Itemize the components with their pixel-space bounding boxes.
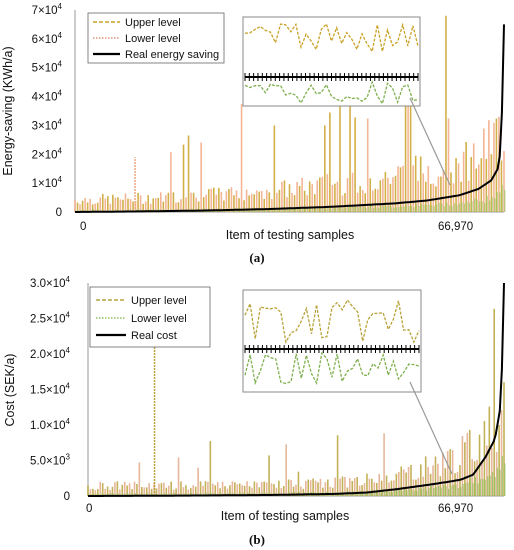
y-tick-label: 1.0×104 [30, 417, 71, 432]
legend-label-lower: Lower level [125, 33, 181, 45]
chart-panel-a: 0 1×104 2×104 3×104 4×104 5×104 6×104 7×104 0 6… [1, 2, 506, 265]
y-tick-label: 3×104 [32, 117, 63, 132]
y-tick-label: 6×104 [32, 31, 63, 46]
y-tick-label: 0 [64, 491, 70, 503]
x-tick-label-end: 66,970 [438, 503, 473, 515]
legend-box [89, 286, 211, 348]
y-tick-label: 5.0×103 [30, 453, 71, 468]
y-tick-label: 3.0×104 [30, 275, 71, 290]
legend-label-real: Real cost [131, 330, 177, 342]
legend-label-upper: Upper level [125, 17, 181, 29]
legend-label-lower: Lower level [131, 313, 187, 325]
inset-upper-line [244, 22, 419, 54]
y-tick-label: 1×104 [32, 175, 63, 190]
inset-real-markers [244, 73, 419, 81]
y-tick-label: 2.0×104 [30, 346, 71, 361]
y-tick-label: 4×104 [32, 89, 63, 104]
zoom-pointer [409, 381, 453, 475]
legend-label-upper: Upper level [131, 295, 187, 307]
legend: Upper level Lower level Real cost [89, 286, 211, 348]
legend-label-real: Real energy saving [125, 49, 219, 61]
y-tick-label: 0 [56, 207, 62, 219]
y-tick-label: 5×104 [32, 60, 63, 75]
inset-upper-line [244, 298, 420, 345]
inset-real-markers [244, 345, 420, 353]
y-axis-label: Energy-saving (KWh/a) [1, 46, 15, 175]
x-tick-label-start: 0 [80, 221, 86, 233]
y-tick-labels: 0 5.0×103 1.0×104 1.5×104 2.0×104 2.5×104 3.0×… [30, 275, 71, 503]
zoom-inset [242, 16, 451, 186]
real-energy-saving-line [75, 24, 505, 213]
y-tick-label: 2×104 [32, 146, 63, 161]
x-axis-label: Item of testing samples [221, 509, 350, 523]
x-axis-label: Item of testing samples [226, 228, 355, 242]
inset-box [242, 16, 421, 107]
zoom-pointer [409, 97, 451, 186]
x-tick-label-start: 0 [86, 503, 92, 515]
zoom-inset [242, 289, 453, 475]
y-tick-label: 2.5×104 [30, 311, 71, 326]
real-cost-line [88, 282, 505, 497]
y-tick-labels: 0 1×104 2×104 3×104 4×104 5×104 6×104 7×104 [32, 2, 63, 219]
inset-lower-line [244, 80, 419, 106]
y-tick-label: 7×104 [32, 2, 63, 17]
chart-panel-b: 0 5.0×103 1.0×104 1.5×104 2.0×104 2.5×104 3.0×… [3, 275, 506, 547]
inset-lower-line [244, 351, 420, 386]
panel-label-b: (b) [249, 532, 265, 547]
y-tick-label: 1.5×104 [30, 382, 71, 397]
x-tick-label-end: 66,970 [438, 221, 473, 233]
legend: Upper level Lower level Real energy savi… [87, 12, 225, 64]
panel-label-a: (a) [249, 250, 264, 265]
y-axis-label: Cost (SEK/a) [3, 354, 17, 427]
